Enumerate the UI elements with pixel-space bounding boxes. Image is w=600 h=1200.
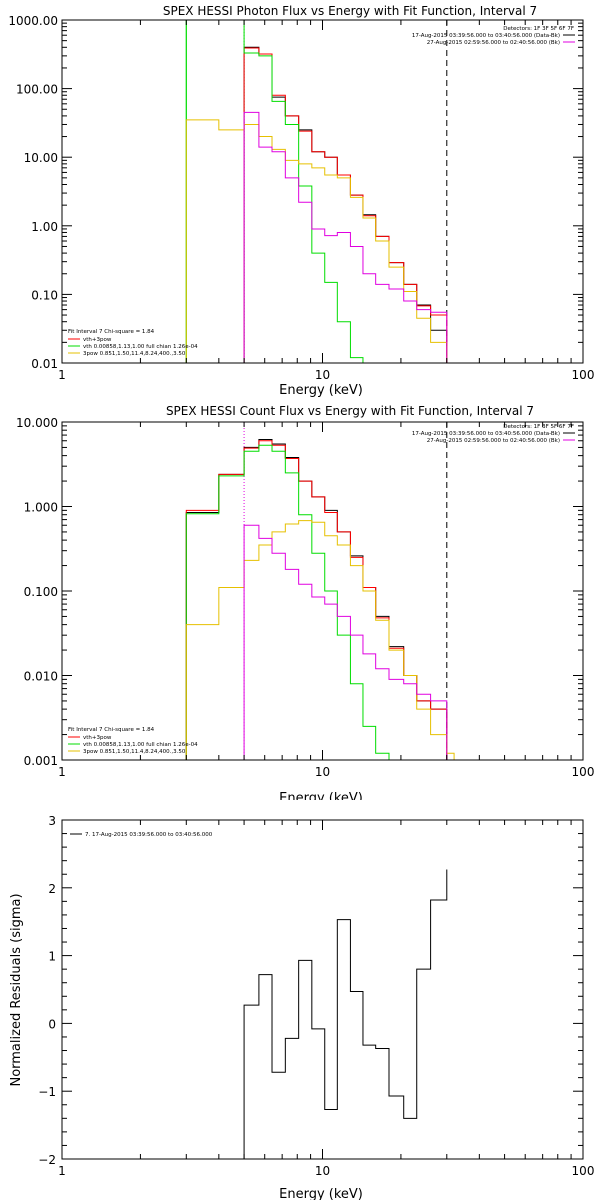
legend-total-label: vth+3pow: [83, 735, 112, 741]
y-tick-label: 3: [48, 814, 56, 828]
count-flux-panel: SPEX HESSI Count Flux vs Energy with Fit…: [16, 404, 594, 800]
legend-detectors: Detectors: 1F 3F 5F 6F 7F: [503, 424, 574, 430]
series-pow-step: [185, 520, 455, 760]
series-background-step: [243, 111, 448, 363]
series-layer: [185, 422, 455, 760]
count-flux-plot-area: 1 10 100 10.000 1.000 0.100 0.010 0.001: [16, 416, 594, 779]
y-tick-label: −2: [38, 1153, 56, 1167]
x-tick-label: 100: [572, 765, 595, 779]
y-tick-label: 10.00: [24, 151, 58, 165]
right-legend: Detectors: 1F 3F 5F 6F 7F 17-Aug-2015 03…: [412, 26, 575, 46]
series-total_fit-step: [243, 47, 448, 363]
y-tick-label: 100.00: [16, 83, 58, 97]
y-tick-label: 1: [48, 950, 56, 964]
panel-title: SPEX HESSI Count Flux vs Energy with Fit…: [166, 404, 534, 418]
series-pow-step: [185, 119, 448, 363]
legend-fit-interval: Fit Interval 7 Chi-square = 1.84: [68, 329, 155, 335]
y-tick-label: 1000.00: [8, 14, 58, 28]
series-data-step: [185, 439, 448, 760]
y-tick-label: 0.001: [24, 754, 58, 768]
x-axis-label: Energy (keV): [279, 1187, 363, 1200]
y-tick-label: 0.100: [24, 585, 58, 599]
plot-frame: [61, 19, 584, 364]
y-tick-label: 1.000: [24, 501, 58, 515]
x-tick-label: 1: [58, 1164, 66, 1178]
x-tick-label: 100: [572, 1164, 595, 1178]
left-legend: Fit Interval 7 Chi-square = 1.84 vth+3po…: [68, 727, 198, 755]
y-axis-label: Normalized Residuals (sigma): [9, 893, 24, 1086]
series-vth-step: [185, 444, 390, 760]
y-tick-label: 0.010: [24, 670, 58, 684]
residuals-legend: 7. 17-Aug-2015 03:39:56.000 to 03:40:56.…: [70, 832, 213, 838]
series-layer: [243, 869, 448, 1159]
series-background-step: [243, 524, 448, 760]
plot-frame: [61, 421, 584, 761]
legend-data-interval: 17-Aug-2015 03:39:56.000 to 03:40:56.000…: [412, 33, 560, 39]
legend-data-interval: 17-Aug-2015 03:39:56.000 to 03:40:56.000…: [412, 431, 560, 437]
y-tick-label: 0.01: [31, 357, 58, 371]
legend-bk-interval: 27-Aug-2015 02:59:56.000 to 02:40:56.000…: [427, 40, 560, 46]
legend-vth-label: vth 0.00858,1.13,1.00 full chian 1.26e-0…: [83, 742, 198, 748]
series-total_fit-step: [185, 440, 448, 760]
y-tick-label: 0.10: [31, 288, 58, 302]
legend-detectors: Detectors: 1F 3F 5F 6F 7F: [503, 26, 574, 32]
y-tick-label: 2: [48, 882, 56, 896]
x-tick-label: 1: [58, 765, 66, 779]
photon-flux-panel: SPEX HESSI Photon Flux vs Energy with Fi…: [8, 4, 595, 398]
x-tick-label: 10: [315, 368, 330, 382]
y-tick-label: −1: [38, 1085, 56, 1099]
legend-pow-label: 3pow 0.851,1.50,11.4,8.24,400.,3.50: [83, 351, 186, 357]
right-legend: Detectors: 1F 3F 5F 6F 7F 17-Aug-2015 03…: [412, 424, 575, 444]
legend-total-label: vth+3pow: [83, 337, 112, 343]
x-tick-label: 10: [315, 1164, 330, 1178]
series-vth-step: [185, 20, 364, 363]
left-legend: Fit Interval 7 Chi-square = 1.84 vth+3po…: [68, 329, 198, 357]
series-data-step: [243, 869, 448, 1159]
x-tick-label: 10: [315, 765, 330, 779]
legend-bk-interval: 27-Aug-2015 02:59:56.000 to 02:40:56.000…: [427, 438, 560, 444]
y-tick-label: 0: [48, 1017, 56, 1031]
legend-vth-label: vth 0.00858,1.13,1.00 full chian 1.26e-0…: [83, 344, 198, 350]
x-axis-label: Energy (keV): [279, 791, 363, 800]
x-axis-label: Energy (keV): [279, 383, 363, 398]
legend-label: 7. 17-Aug-2015 03:39:56.000 to 03:40:56.…: [85, 832, 213, 838]
x-tick-label: 1: [58, 368, 66, 382]
photon-flux-plot-area: 1 10 100 1000.00 100.00 10.00 1.00 0.10 0.01: [8, 14, 595, 382]
series-layer: [185, 20, 448, 363]
legend-pow-label: 3pow 0.851,1.50,11.4,8.24,400.,3.50: [83, 749, 186, 755]
y-tick-label: 1.00: [31, 220, 58, 234]
x-tick-label: 100: [572, 368, 595, 382]
plot-frame: [61, 819, 584, 1160]
y-tick-label: 10.000: [16, 416, 58, 430]
legend-fit-interval: Fit Interval 7 Chi-square = 1.84: [68, 727, 155, 733]
panel-title: SPEX HESSI Photon Flux vs Energy with Fi…: [163, 4, 537, 18]
